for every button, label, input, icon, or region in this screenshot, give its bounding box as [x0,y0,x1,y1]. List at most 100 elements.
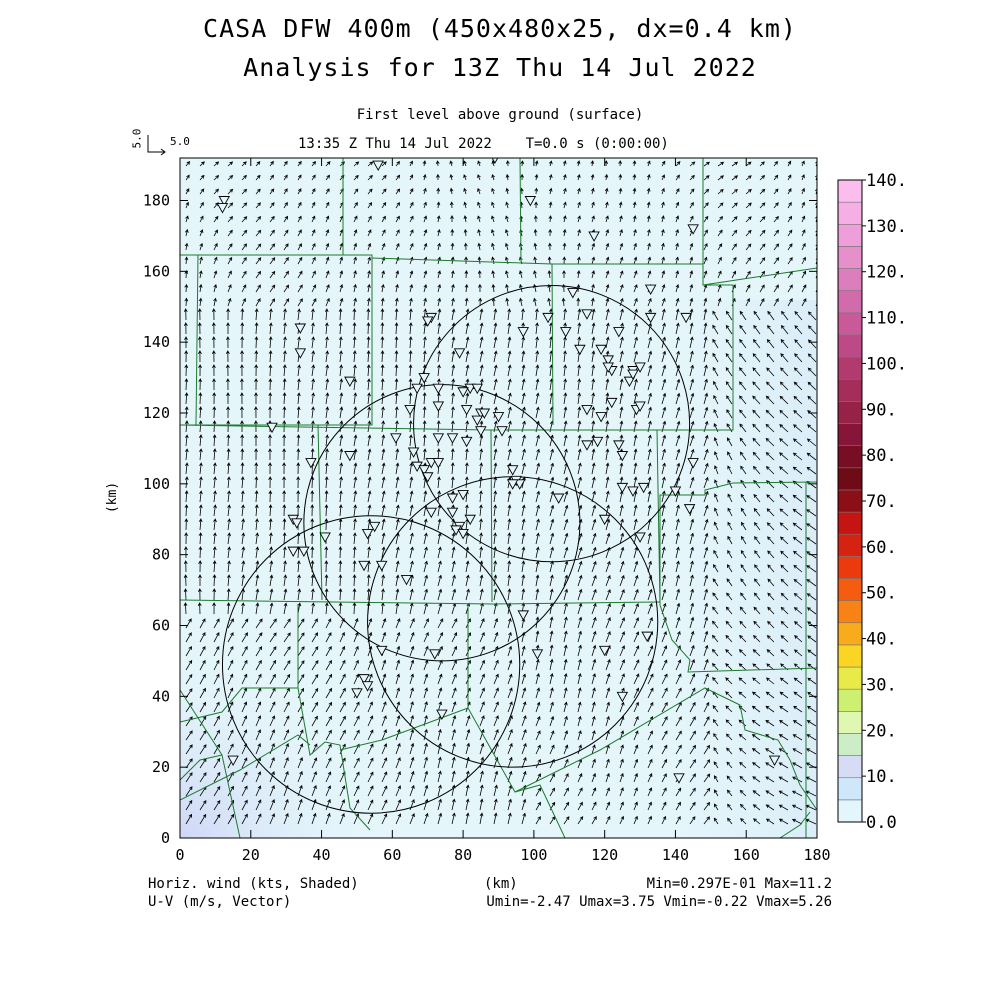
station-marker [294,348,307,359]
y-tick-label: 160 [143,262,170,280]
colorbar-swatch [837,401,863,424]
plot-area [180,158,817,838]
colorbar-swatch [837,578,863,601]
station-marker [298,546,310,558]
station-marker [559,327,572,338]
colorbar-tick-label: 130. [866,217,907,237]
time-label: 13:35 Z Thu 14 Jul 2022 T=0.0 s (0:00:00… [298,136,669,152]
station-marker [613,440,625,451]
x-tick-label: 160 [733,846,760,864]
station-marker [506,465,519,476]
y-tick-label: 180 [143,192,170,210]
station-marker [361,681,374,692]
colorbar-swatch [837,467,863,491]
colorbar-tick-label: 70. [866,492,897,512]
shade-right [640,300,817,838]
colorbar-swatch [837,356,863,380]
station-marker [616,691,629,703]
station-marker [432,401,445,412]
station-marker [605,397,618,409]
station-marker [358,674,370,685]
colorbar-swatch [837,688,863,712]
county-boundary [180,604,299,723]
colorbar-tick-label: 50. [866,584,897,604]
colorbar-swatch [837,489,863,513]
station-marker [421,316,434,327]
station-marker [616,482,629,494]
county-boundary [195,254,199,426]
station-marker [768,755,781,767]
station-marker [425,458,438,469]
station-marker [492,412,505,423]
station-marker [680,312,692,324]
y-tick-label: 60 [152,617,170,635]
station-marker [390,433,402,444]
county-boundary [467,707,566,838]
county-boundary [551,263,554,426]
station-marker [291,518,303,529]
colorbar-tick-label: 100. [866,354,907,374]
station-marker [404,405,416,416]
colorbar-swatch [837,644,863,668]
y-tick-label: 120 [143,404,170,422]
station-marker [453,348,466,359]
colorbar-swatch [837,246,863,269]
station-marker [464,514,476,526]
colorbar-swatch [837,799,863,823]
station-marker [361,528,374,540]
station-marker [623,376,636,388]
colorbar-swatch [837,268,863,291]
colorbar-tick-label: 10. [866,767,897,787]
colorbar-swatch [837,290,863,314]
station-marker [524,196,537,207]
station-marker [216,203,229,214]
x-tick-label: 140 [662,846,689,864]
station-marker [418,373,430,384]
x-tick-label: 80 [454,846,472,864]
station-marker [542,312,554,324]
colorbar-swatch [837,445,863,469]
y-tick-label: 80 [152,546,170,564]
station-marker [457,387,469,398]
colorbar-tick-label: 140. [866,171,907,191]
county-boundary [490,429,493,603]
station-marker [513,479,526,490]
station-marker [602,355,614,366]
colorbar-tick-label: 30. [866,675,897,695]
station-marker [421,472,434,483]
station-marker [429,649,441,660]
station-marker [644,284,657,295]
station-marker [506,479,519,490]
x-axis-label: (km) [484,876,518,892]
x-tick-label: 120 [591,846,618,864]
station-marker [644,312,657,324]
y-tick-label: 100 [143,475,170,493]
station-marker [425,507,438,519]
station-marker [517,327,530,338]
county-boundary [339,604,469,751]
range-ring [413,285,691,563]
colorbar-swatch [837,511,863,535]
station-marker [574,344,586,356]
footer-right-2: Umin=-2.47 Umax=3.75 Vmin=-0.22 Vmax=5.2… [486,894,832,910]
station-marker [400,575,413,586]
x-tick-label: 20 [242,846,260,864]
station-marker [218,196,231,207]
station-marker [581,440,593,451]
colorbar-swatch [837,312,863,336]
station-marker [432,383,445,395]
station-marker [637,482,650,494]
station-marker [375,645,388,657]
colorbar-swatch [837,378,863,402]
county-boundary [180,734,311,801]
station-marker [496,426,508,437]
station-marker [344,451,356,462]
ref-vector-label: 5.0 [170,135,190,148]
colorbar-swatch [837,666,863,690]
station-marker [294,323,307,334]
colorbar-swatch [837,556,863,579]
station-marker [471,383,484,395]
footer-left-1: Horiz. wind (kts, Shaded) [148,876,359,892]
station-marker [358,560,370,572]
colorbar: 0.0 10. 20. 30. 40. 50. 60. 70. 80. 90. 100. 110. 12… [837,171,907,833]
